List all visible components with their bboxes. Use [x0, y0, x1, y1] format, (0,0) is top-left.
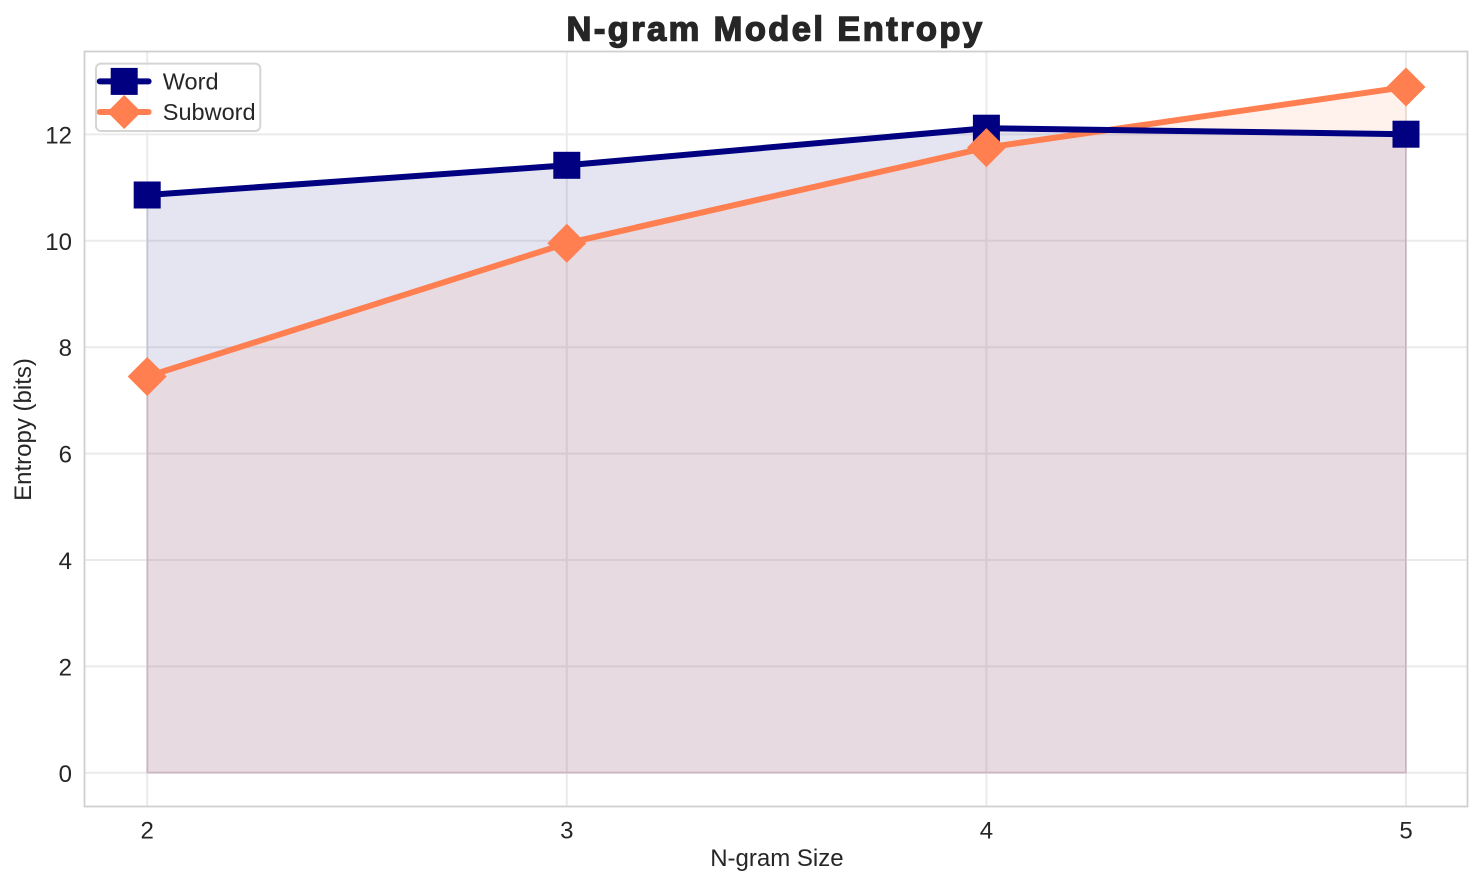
svg-text:Word: Word	[163, 69, 219, 95]
svg-text:2: 2	[59, 654, 72, 681]
svg-text:8: 8	[59, 335, 72, 362]
svg-text:10: 10	[45, 229, 72, 256]
svg-text:0: 0	[59, 761, 72, 788]
svg-text:5: 5	[1399, 818, 1412, 845]
svg-text:2: 2	[141, 818, 154, 845]
svg-text:12: 12	[45, 122, 72, 149]
svg-text:Subword: Subword	[163, 99, 256, 125]
svg-text:3: 3	[560, 818, 573, 845]
svg-text:4: 4	[59, 548, 72, 575]
svg-text:Entropy (bits): Entropy (bits)	[10, 358, 37, 501]
svg-text:4: 4	[980, 818, 993, 845]
svg-text:N-gram Model Entropy: N-gram Model Entropy	[567, 10, 985, 48]
svg-text:N-gram Size: N-gram Size	[710, 845, 843, 872]
svg-text:6: 6	[59, 442, 72, 469]
